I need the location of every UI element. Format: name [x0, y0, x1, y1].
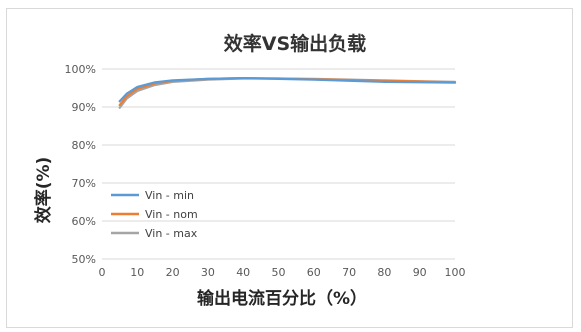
x-axis-label: 输出电流百分比（%） [197, 288, 367, 309]
y-tick-label: 90% [72, 101, 96, 114]
y-tick-label: 100% [65, 63, 96, 76]
series-layer [118, 76, 457, 109]
x-tick-label: 90 [413, 266, 427, 279]
y-tick-label: 50% [72, 253, 96, 266]
legend-label: Vin - max [145, 227, 198, 240]
efficiency-chart: 50% 60% 70% 80% 90% 100% 0 10 20 30 40 50 60 70 80 90 10… [33, 32, 466, 309]
chart-frame: 50% 60% 70% 80% 90% 100% 0 10 20 30 40 50 60 70 80 90 10… [6, 8, 573, 328]
x-tick-label: 60 [307, 266, 321, 279]
legend-label: Vin - min [145, 189, 194, 202]
x-tick-label: 50 [272, 266, 286, 279]
tick-layer: 50% 60% 70% 80% 90% 100% 0 10 20 30 40 50 60 70 80 90 10… [65, 63, 466, 279]
y-axis-label: 效率(%) [33, 157, 54, 224]
x-tick-label: 70 [342, 266, 356, 279]
series-line [118, 76, 457, 103]
legend: Vin - min Vin - nom Vin - max [111, 189, 198, 240]
grid-layer [102, 68, 455, 260]
y-tick-label: 80% [72, 139, 96, 152]
chart-title: 效率VS输出负载 [224, 32, 366, 55]
x-tick-label: 30 [201, 266, 215, 279]
x-tick-label: 20 [166, 266, 180, 279]
y-tick-label: 60% [72, 215, 96, 228]
x-tick-label: 80 [377, 266, 391, 279]
x-tick-label: 40 [236, 266, 250, 279]
x-tick-label: 0 [99, 266, 106, 279]
x-tick-label: 100 [445, 266, 466, 279]
y-tick-label: 70% [72, 177, 96, 190]
legend-label: Vin - nom [145, 208, 198, 221]
x-tick-label: 10 [130, 266, 144, 279]
